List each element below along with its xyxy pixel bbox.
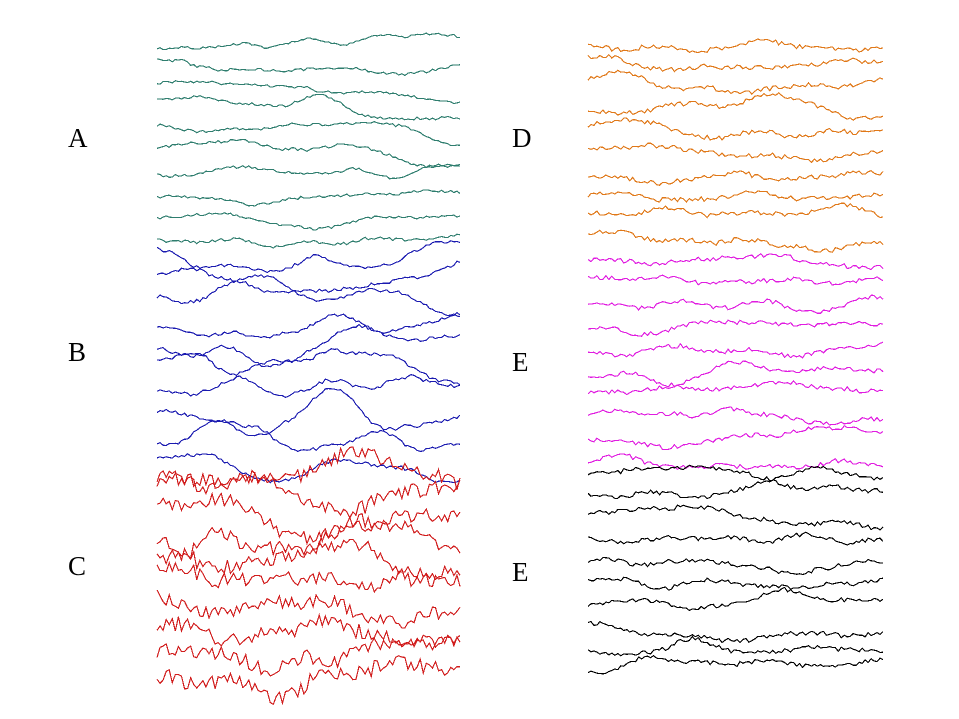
trace-line <box>587 38 884 54</box>
trace-line <box>156 418 461 453</box>
trace-group-c <box>156 446 461 706</box>
trace-line <box>156 311 461 339</box>
trace-line <box>587 654 884 675</box>
trace-line <box>587 274 884 286</box>
trace-line <box>587 453 884 470</box>
trace-line <box>156 446 461 490</box>
trace-line <box>587 117 884 141</box>
trace-line <box>587 202 884 219</box>
trace-line <box>587 319 884 337</box>
trace-line <box>156 58 461 77</box>
trace-line <box>156 80 461 105</box>
trace-group-b <box>156 240 461 484</box>
trace-line <box>587 360 884 388</box>
trace-group-e2 <box>587 462 884 680</box>
trace-line <box>156 212 461 231</box>
trace-line <box>587 229 884 253</box>
trace-line <box>587 464 884 482</box>
trace-line <box>156 655 461 706</box>
group-label-d: D <box>512 123 532 153</box>
trace-line <box>587 556 884 576</box>
trace-line <box>587 406 884 426</box>
trace-line <box>156 613 461 649</box>
trace-line <box>587 425 884 451</box>
trace-line <box>156 32 461 51</box>
trace-line <box>587 253 884 271</box>
trace-line <box>587 142 884 164</box>
trace-line <box>156 233 461 249</box>
trace-line <box>156 388 461 437</box>
trace-line <box>156 240 461 274</box>
trace-line <box>587 504 884 531</box>
group-label-c: C <box>68 551 87 581</box>
trace-line <box>156 471 461 520</box>
trace-line <box>156 121 461 147</box>
trace-line <box>587 576 884 591</box>
trace-line <box>156 634 461 677</box>
trace-line <box>156 93 461 121</box>
group-label-a: A <box>68 123 88 153</box>
trace-line <box>587 69 884 95</box>
trace-group-d <box>587 32 884 253</box>
trace-line <box>156 348 461 386</box>
trace-line <box>156 323 461 368</box>
group-label-e2: E <box>512 557 529 587</box>
trace-line <box>156 189 461 207</box>
trace-group-e1 <box>587 252 884 470</box>
group-label-b: B <box>68 337 87 367</box>
trace-line <box>587 53 884 73</box>
trace-line <box>587 635 884 657</box>
trace-line <box>156 163 461 180</box>
trace-line <box>156 374 461 398</box>
trace-line <box>587 586 884 612</box>
trace-line <box>156 274 461 318</box>
trace-line <box>156 526 461 588</box>
group-label-e1: E <box>512 347 529 377</box>
trace-line <box>156 589 461 629</box>
trace-line <box>587 620 884 644</box>
trace-line <box>587 190 884 203</box>
trace-line <box>587 92 884 121</box>
trace-line <box>587 380 884 396</box>
trace-line <box>587 341 884 359</box>
trace-line <box>587 531 884 546</box>
trace-line <box>156 260 461 294</box>
trace-line <box>587 294 884 314</box>
trace-group-a <box>156 32 461 250</box>
trace-line <box>156 561 461 594</box>
trace-line <box>156 138 461 169</box>
trace-line <box>156 491 461 546</box>
trace-line <box>587 479 884 500</box>
trace-line <box>156 519 461 575</box>
trace-line <box>587 170 884 186</box>
